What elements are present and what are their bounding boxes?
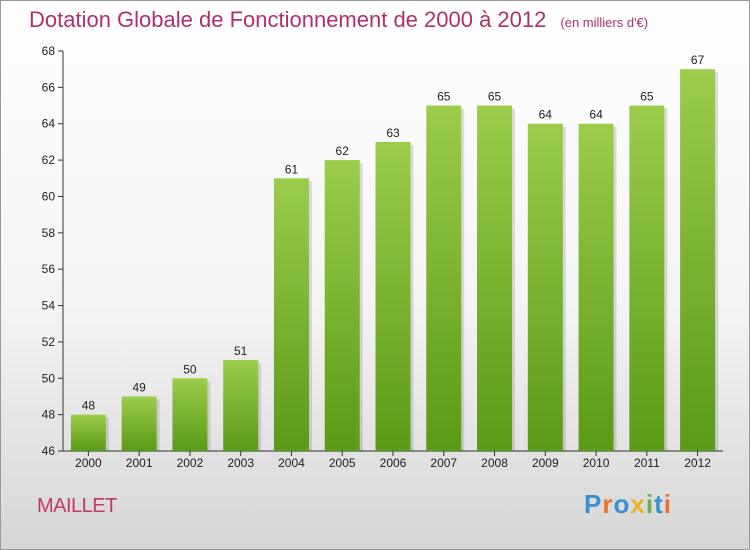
- y-tick-label: 54: [42, 299, 56, 313]
- chart-title: Dotation Globale de Fonctionnement de 20…: [29, 7, 547, 32]
- bar: [324, 160, 360, 451]
- bars: [70, 69, 719, 452]
- bar-value-label: 50: [183, 362, 197, 376]
- y-tick-label: 46: [42, 444, 56, 458]
- x-tick-label: 2006: [380, 456, 407, 470]
- y-tick-label: 50: [42, 371, 56, 385]
- bar-value-label: 67: [691, 53, 705, 67]
- unit-note: (en milliers d'€): [560, 15, 649, 30]
- x-tick-label: 2011: [634, 456, 660, 470]
- y-tick-label: 66: [42, 80, 56, 94]
- y-tick-label: 48: [42, 408, 56, 422]
- x-tick-label: 2007: [430, 456, 457, 470]
- x-tick-label: 2009: [532, 456, 559, 470]
- y-tick-label: 58: [42, 226, 56, 240]
- brand-letter: t: [654, 489, 664, 519]
- bar: [273, 178, 309, 452]
- bar: [375, 141, 411, 451]
- bar-value-label: 64: [589, 108, 603, 122]
- axes: 46 48 50 52 54 56 58 60 62 64 66 68 2000 2001 2002 2003…: [42, 44, 723, 470]
- brand-letter: o: [613, 489, 631, 519]
- bar-value-label: 65: [437, 90, 451, 104]
- bar: [680, 69, 716, 451]
- x-tick-label: 2001: [126, 456, 153, 470]
- bar: [121, 396, 157, 451]
- commune-name: MAILLET: [37, 495, 117, 517]
- brand-letter: x: [630, 489, 646, 519]
- bar: [70, 414, 106, 451]
- bar: [172, 378, 208, 451]
- bar: [578, 123, 614, 452]
- bar: [223, 360, 259, 451]
- bar: [426, 105, 462, 451]
- x-tick-label: 2003: [227, 456, 254, 470]
- bar: [477, 105, 513, 451]
- y-tick-label: 52: [42, 335, 56, 349]
- brand-logo: Proxiti: [584, 489, 672, 520]
- bar-value-label: 48: [82, 399, 96, 413]
- y-tick-label: 62: [42, 153, 56, 167]
- bar-value-label: 65: [488, 90, 502, 104]
- bar-value-label: 65: [640, 90, 654, 104]
- data-labels: 48 49 50 51 61 62 63 65 65 64 64 65 67: [82, 53, 705, 412]
- y-tick-label: 60: [42, 189, 56, 203]
- bar-value-label: 49: [132, 380, 146, 394]
- bar: [629, 105, 665, 451]
- brand-letter: i: [663, 489, 672, 519]
- x-tick-label: 2000: [75, 456, 102, 470]
- x-tick-label: 2012: [684, 456, 711, 470]
- bar-value-label: 64: [539, 108, 553, 122]
- y-tick-label: 56: [42, 262, 56, 276]
- bar-value-label: 62: [336, 144, 350, 158]
- bar-value-label: 61: [285, 162, 299, 176]
- bar: [527, 123, 563, 452]
- x-tick-label: 2004: [278, 456, 305, 470]
- x-tick-label: 2005: [329, 456, 356, 470]
- brand-letter: P: [584, 489, 603, 519]
- y-tick-label: 64: [42, 117, 56, 131]
- chart-title-block: Dotation Globale de Fonctionnement de 20…: [29, 7, 648, 33]
- x-tick-label: 2008: [481, 456, 508, 470]
- bar-value-label: 51: [234, 344, 248, 358]
- x-tick-label: 2010: [583, 456, 610, 470]
- y-tick-label: 68: [42, 44, 56, 58]
- brand-letter: i: [645, 489, 655, 519]
- x-tick-label: 2002: [177, 456, 204, 470]
- bar-value-label: 63: [386, 126, 400, 140]
- brand-letter: r: [602, 489, 614, 519]
